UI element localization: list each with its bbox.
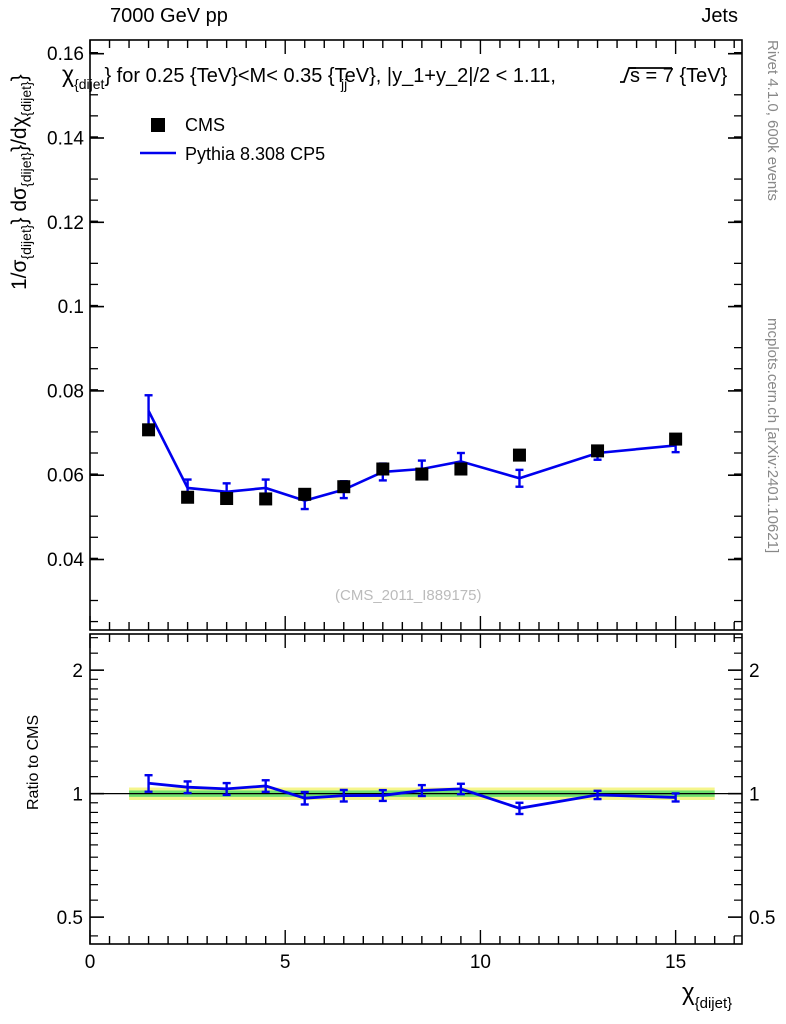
xtick-label: 5 — [280, 952, 291, 973]
ytick-label-4: 0.08 — [47, 381, 84, 402]
cms-data-marker — [415, 467, 429, 481]
ytick-label-0: 0.16 — [47, 44, 84, 65]
ylabel-p2: } dσ — [8, 187, 31, 225]
xlabel-sub: {dijet} — [695, 995, 733, 1012]
title-body: } for 0.25 {TeV}<M< 0.35 {TeV}, |y_1+y_2… — [104, 65, 555, 87]
main-data-layer — [142, 394, 683, 511]
sidebar-bottom-source: mcplots.cern.ch [arXiv:2401.10621] — [764, 318, 781, 553]
cms-data-marker — [512, 448, 526, 462]
ratio-panel-frame — [89, 633, 743, 945]
ylabel-p6: } — [8, 74, 31, 81]
ylabel-p0: 1/σ — [8, 259, 31, 290]
cms-data-marker — [337, 480, 351, 494]
ratio-xaxis-ticks — [89, 634, 735, 944]
ratio-ytick-label-left: 0.5 — [57, 908, 83, 929]
main-yaxis-label: 1/σ{dijet}} dσ{dijet}}/dχ{dijet}} — [8, 74, 34, 290]
analysis-watermark: (CMS_2011_I889175) — [335, 587, 481, 604]
title-chi-glyph: χ — [62, 61, 74, 87]
main-yaxis-minor-ticks — [90, 51, 742, 623]
cms-data-marker — [376, 462, 390, 476]
cms-data-marker — [220, 492, 234, 506]
generator-version-label: Rivet 4.1.0, 600k events — [764, 40, 781, 201]
ratio-curve — [148, 781, 676, 810]
legend: CMS Pythia 8.308 CP5 — [140, 115, 325, 164]
ratio-yaxis-label: Ratio to CMS — [25, 715, 42, 810]
ytick-label-6: 0.04 — [47, 550, 84, 571]
title-mjj-subscript: jj — [340, 76, 347, 92]
ratio-ytick-label-right: 0.5 — [749, 908, 775, 929]
header-right-category: Jets — [701, 5, 738, 27]
main-plot-title: χ{dijet} for 0.25 {TeV}<M< 0.35 {TeV}, |… — [62, 61, 728, 92]
xaxis-label: χ{dijet} — [682, 979, 732, 1012]
cms-data-marker — [298, 487, 312, 501]
ratio-data-layer — [144, 774, 680, 816]
xtick-label: 0 — [85, 952, 96, 973]
ratio-ytick-label-left: 2 — [72, 661, 83, 682]
source-reference-label: mcplots.cern.ch [arXiv:2401.10621] — [764, 318, 781, 553]
legend-label-cms: CMS — [185, 115, 225, 135]
ratio-ytick-label-left: 1 — [72, 785, 83, 806]
main-yaxis-ticks: 0.16 0.14 0.12 0.1 0.08 0.06 0.04 — [47, 44, 742, 571]
ratio-ytick-label-right: 2 — [749, 661, 760, 682]
main-panel-frame — [89, 39, 743, 631]
main-xaxis-ticks — [89, 40, 735, 630]
ytick-label-1: 0.14 — [47, 129, 84, 150]
ratio-ytick-label-right: 1 — [749, 785, 760, 806]
ylabel-p5: {dijet} — [18, 81, 34, 116]
ylabel-p1: {dijet} — [18, 224, 34, 259]
xlabel-chi: χ — [682, 979, 695, 1006]
title-tail: s = 7 {TeV} — [630, 65, 728, 87]
cms-data-marker — [142, 423, 156, 437]
svg-text:1/σ{dijet}} dσ{dijet}}/dχ{dije: 1/σ{dijet}} dσ{dijet}}/dχ{dijet}} — [8, 74, 34, 290]
legend-marker-cms — [151, 118, 165, 132]
legend-label-pythia: Pythia 8.308 CP5 — [185, 144, 325, 164]
mc-curve — [147, 410, 676, 502]
cms-data-marker — [591, 444, 605, 458]
cms-data-marker — [669, 432, 683, 446]
cms-data-marker — [454, 462, 468, 476]
sqrt-symbol — [620, 67, 672, 83]
ratio-yaxis-ticks: 0.5 0.5 1 1 2 2 — [57, 637, 775, 937]
xaxis-tick-labels: 0 5 10 15 — [85, 952, 686, 973]
svg-text:χ{dijet} for 0.25 {TeV}<M< 0.3: χ{dijet} for 0.25 {TeV}<M< 0.35 {TeV}, |… — [62, 61, 556, 92]
ytick-label-2: 0.12 — [47, 213, 84, 234]
ytick-label-5: 0.06 — [47, 466, 84, 487]
ylabel-p4: }/dχ — [8, 116, 31, 152]
xtick-label: 10 — [470, 952, 491, 973]
sidebar-top-generator: Rivet 4.1.0, 600k events — [764, 40, 781, 201]
ytick-label-3: 0.1 — [58, 297, 84, 318]
header-left-beam: 7000 GeV pp — [110, 5, 228, 27]
cms-data-marker — [259, 492, 273, 506]
xtick-label: 15 — [665, 952, 686, 973]
cms-data-marker — [181, 490, 195, 504]
ylabel-p3: {dijet} — [18, 152, 34, 187]
